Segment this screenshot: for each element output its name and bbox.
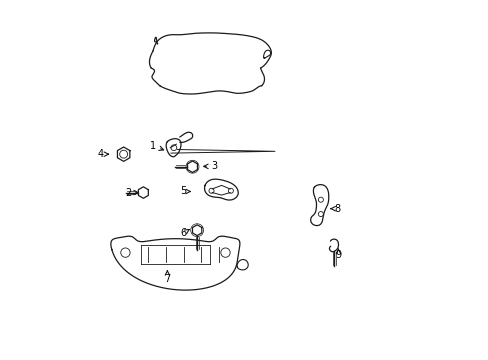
Polygon shape [117,147,130,161]
Text: 4: 4 [97,149,103,159]
Text: 7: 7 [164,274,170,284]
Text: 3: 3 [210,161,217,171]
Text: 8: 8 [334,204,340,214]
Text: 9: 9 [335,250,341,260]
Text: 6: 6 [180,228,186,238]
Text: 5: 5 [180,186,186,197]
Polygon shape [138,187,148,198]
Text: 2: 2 [124,188,131,198]
Polygon shape [187,161,197,172]
Polygon shape [192,225,202,235]
Text: 1: 1 [150,141,156,151]
